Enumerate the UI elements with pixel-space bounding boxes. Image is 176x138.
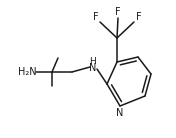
Text: N: N <box>116 108 124 118</box>
Text: N: N <box>89 63 97 73</box>
Text: F: F <box>115 7 121 17</box>
Text: H: H <box>90 56 96 66</box>
Text: H₂N: H₂N <box>18 67 36 77</box>
Text: F: F <box>136 12 142 22</box>
Text: F: F <box>93 12 99 22</box>
